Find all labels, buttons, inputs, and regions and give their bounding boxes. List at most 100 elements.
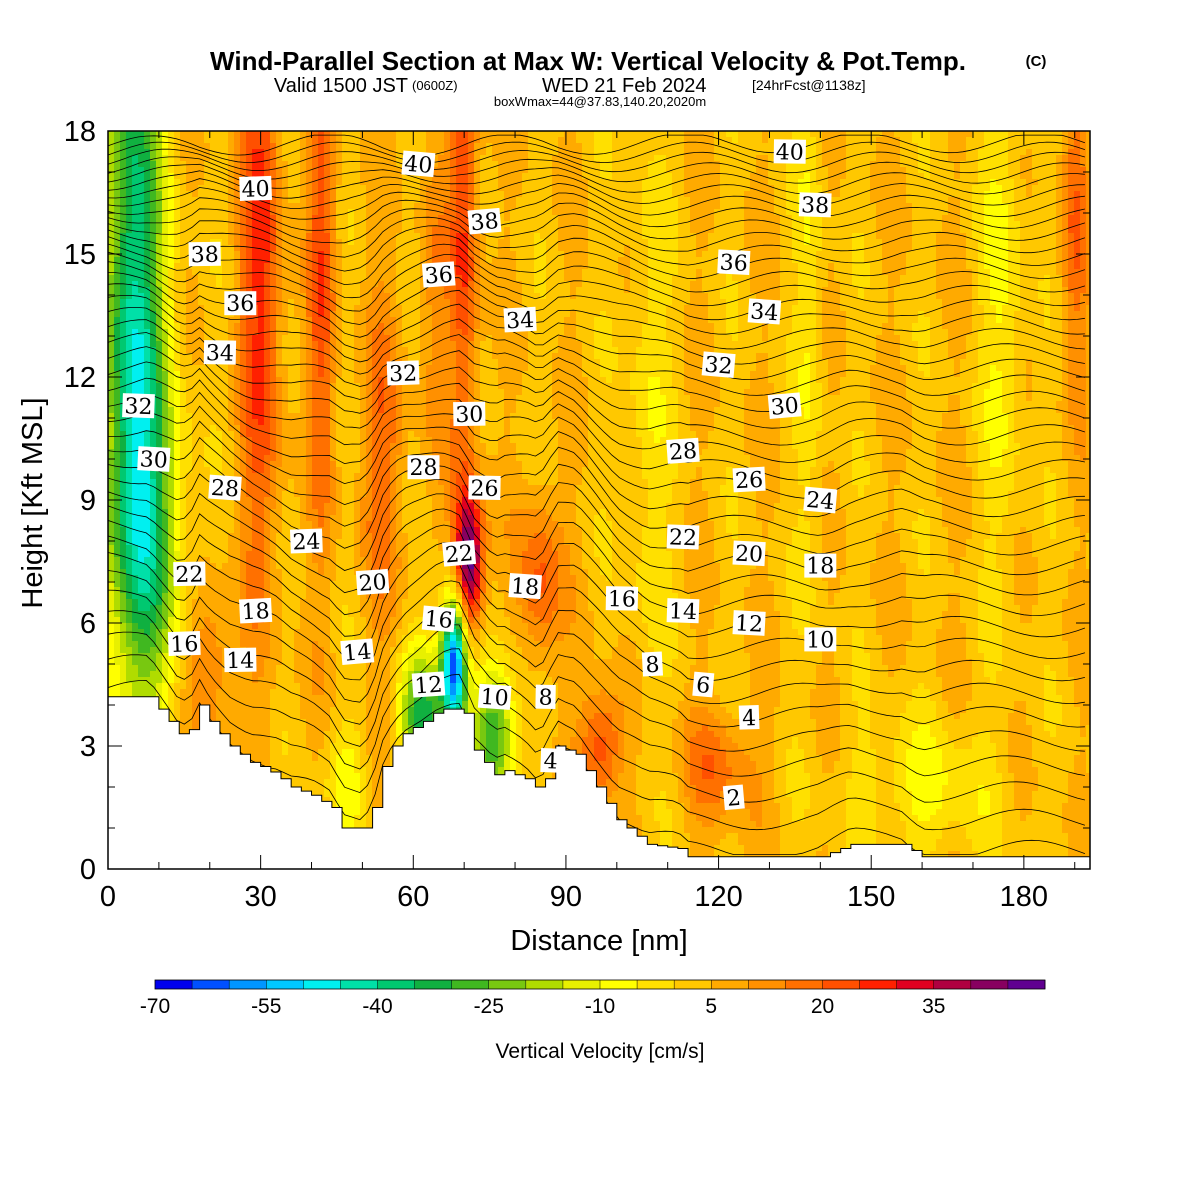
velocity-cell [324,761,331,768]
velocity-cell [270,299,277,306]
velocity-cell [342,179,349,186]
velocity-cell [216,605,223,612]
velocity-cell [342,263,349,270]
velocity-cell [294,347,301,354]
velocity-cell [294,395,301,402]
velocity-cell [132,521,139,528]
velocity-cell [306,755,313,762]
velocity-cell [318,749,325,756]
velocity-cell [144,203,151,210]
velocity-cell [294,155,301,162]
velocity-cell [276,179,283,186]
velocity-cell [324,701,331,708]
velocity-cell [300,497,307,504]
velocity-cell [318,389,325,396]
velocity-cell [192,473,199,480]
velocity-cell [282,419,289,426]
velocity-cell [168,581,175,588]
velocity-cell [216,497,223,504]
velocity-cell [318,209,325,216]
velocity-cell [138,551,145,558]
velocity-cell [348,407,355,414]
velocity-cell [186,365,193,372]
velocity-cell [258,251,265,258]
velocity-cell [336,575,343,582]
velocity-cell [306,731,313,738]
velocity-cell [162,185,169,192]
velocity-cell [342,803,349,810]
velocity-cell [108,533,115,540]
velocity-cell [288,299,295,306]
velocity-cell [126,671,133,678]
velocity-cell [264,485,271,492]
velocity-cell [126,647,133,654]
velocity-cell [150,635,157,642]
velocity-cell [108,377,115,384]
velocity-cell [228,461,235,468]
velocity-cell [330,635,337,642]
velocity-cell [258,641,265,648]
velocity-cell [150,359,157,366]
velocity-cell [138,629,145,636]
velocity-cell [174,167,181,174]
velocity-cell [330,455,337,462]
velocity-cell [144,665,151,672]
velocity-cell [234,545,241,552]
velocity-cell [258,431,265,438]
velocity-cell [318,299,325,306]
velocity-cell [294,695,301,702]
velocity-cell [168,569,175,576]
velocity-cell [222,251,229,258]
velocity-cell [258,761,265,768]
velocity-cell [270,455,277,462]
velocity-cell [174,431,181,438]
velocity-cell [252,557,259,564]
velocity-cell [234,509,241,516]
velocity-cell [162,671,169,678]
velocity-cell [240,335,247,342]
velocity-cell [114,683,121,690]
velocity-cell [174,173,181,180]
velocity-cell [132,605,139,612]
velocity-cell [168,515,175,522]
velocity-cell [258,371,265,378]
velocity-cell [330,245,337,252]
velocity-cell [162,575,169,582]
velocity-cell [138,641,145,648]
velocity-cell [348,449,355,456]
velocity-cell [348,389,355,396]
velocity-cell [300,455,307,462]
velocity-cell [324,677,331,684]
velocity-cell [342,425,349,432]
velocity-cell [324,281,331,288]
velocity-cell [348,275,355,282]
velocity-cell [270,395,277,402]
velocity-cell [216,413,223,420]
velocity-cell [168,161,175,168]
velocity-cell [234,671,241,678]
velocity-cell [294,707,301,714]
velocity-cell [228,635,235,642]
velocity-cell [222,425,229,432]
velocity-cell [120,287,127,294]
velocity-cell [240,449,247,456]
velocity-cell [252,725,259,732]
velocity-cell [150,233,157,240]
velocity-cell [162,569,169,576]
velocity-cell [312,635,319,642]
velocity-cell [264,731,271,738]
velocity-cell [294,599,301,606]
velocity-cell [228,317,235,324]
velocity-cell [252,509,259,516]
velocity-cell [108,185,115,192]
velocity-cell [186,467,193,474]
velocity-cell [276,167,283,174]
velocity-cell [180,203,187,210]
velocity-cell [342,779,349,786]
velocity-cell [114,689,121,696]
velocity-cell [216,299,223,306]
velocity-cell [180,707,187,714]
velocity-cell [264,281,271,288]
velocity-cell [156,641,163,648]
velocity-cell [162,635,169,642]
